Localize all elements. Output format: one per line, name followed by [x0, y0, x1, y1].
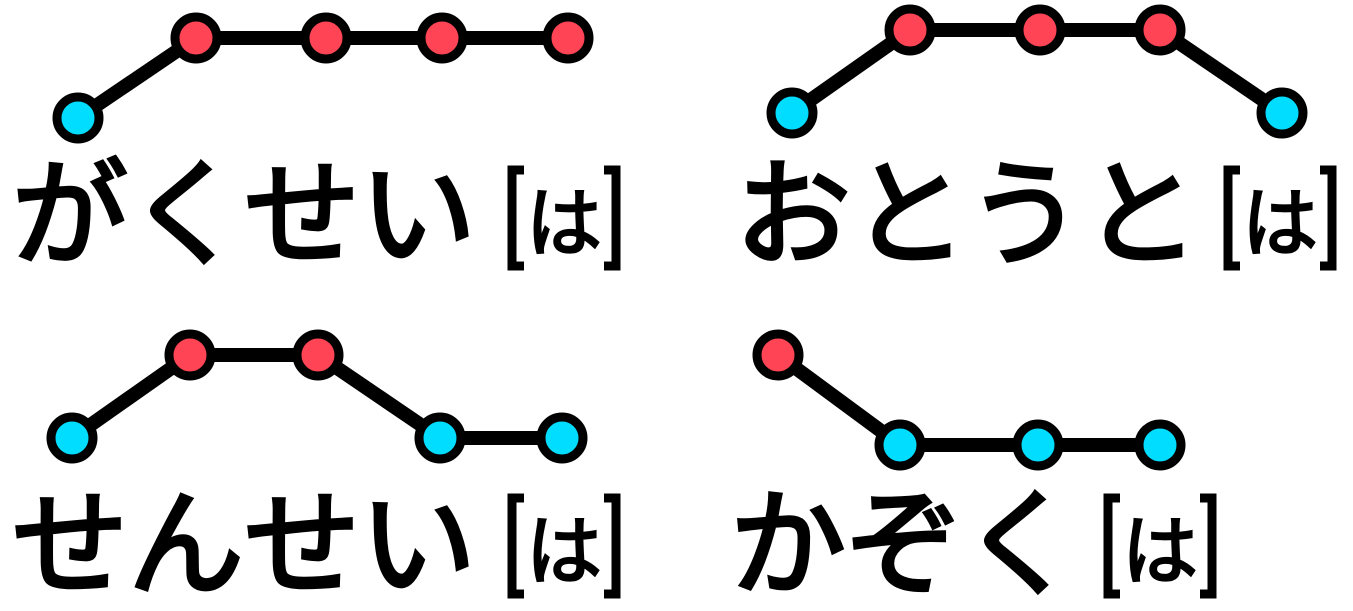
pitch-dot-low [46, 412, 98, 464]
word-group-sensei: せんせい は [12, 329, 621, 611]
particle-text-sensei: は [526, 507, 602, 596]
bracket-right [604, 165, 621, 271]
word-text-sensei: せんせい [12, 478, 476, 611]
bracket-right [1320, 165, 1337, 271]
word-text-gakusei: がくせい [12, 148, 476, 283]
bracket-left [1223, 165, 1240, 271]
particle-text-kazoku: は [1122, 507, 1198, 596]
pitch-dot-low [766, 87, 818, 139]
bracket-left [507, 493, 524, 599]
pitch-dot-high [416, 12, 468, 64]
word-group-otouto: おとうと は [735, 4, 1337, 283]
pitch-dot-low [536, 412, 588, 464]
pitch-dot-high [300, 12, 352, 64]
pitch-dot-high [292, 329, 344, 381]
bracket-left [507, 165, 524, 271]
pitch-dot-low [874, 419, 926, 471]
pitch-dot-high [1134, 4, 1186, 56]
pitch-line-sensei [46, 329, 588, 464]
particle-otouto: は [1223, 165, 1337, 271]
bracket-right [604, 493, 621, 599]
word-group-gakusei: がくせい は [12, 12, 621, 283]
word-group-kazoku: かぞく は [730, 329, 1217, 611]
pitch-dot-low [1012, 419, 1064, 471]
pitch-line-otouto [766, 4, 1308, 139]
pitch-dot-high [164, 329, 216, 381]
pitch-dot-low [52, 92, 104, 144]
bracket-left [1103, 493, 1120, 599]
pitch-dot-low [1134, 419, 1186, 471]
pitch-dot-low [1256, 87, 1308, 139]
word-text-kazoku: かぞく [730, 478, 1078, 611]
particle-text-gakusei: は [526, 179, 602, 268]
pitch-dot-high [542, 12, 594, 64]
particle-gakusei: は [507, 165, 621, 271]
pitch-line-gakusei [52, 12, 594, 144]
pitch-dot-high [1014, 4, 1066, 56]
particle-sensei: は [507, 493, 621, 599]
pitch-dot-high [752, 329, 804, 381]
bracket-right [1200, 493, 1217, 599]
pitch-connector-kazoku [771, 348, 1167, 452]
pitch-dot-high [884, 4, 936, 56]
pitch-dot-low [414, 412, 466, 464]
pitch-dot-high [170, 12, 222, 64]
particle-kazoku: は [1103, 493, 1217, 599]
word-text-otouto: おとうと [735, 148, 1199, 283]
particle-text-otouto: は [1242, 179, 1318, 268]
pitch-line-kazoku [752, 329, 1186, 471]
